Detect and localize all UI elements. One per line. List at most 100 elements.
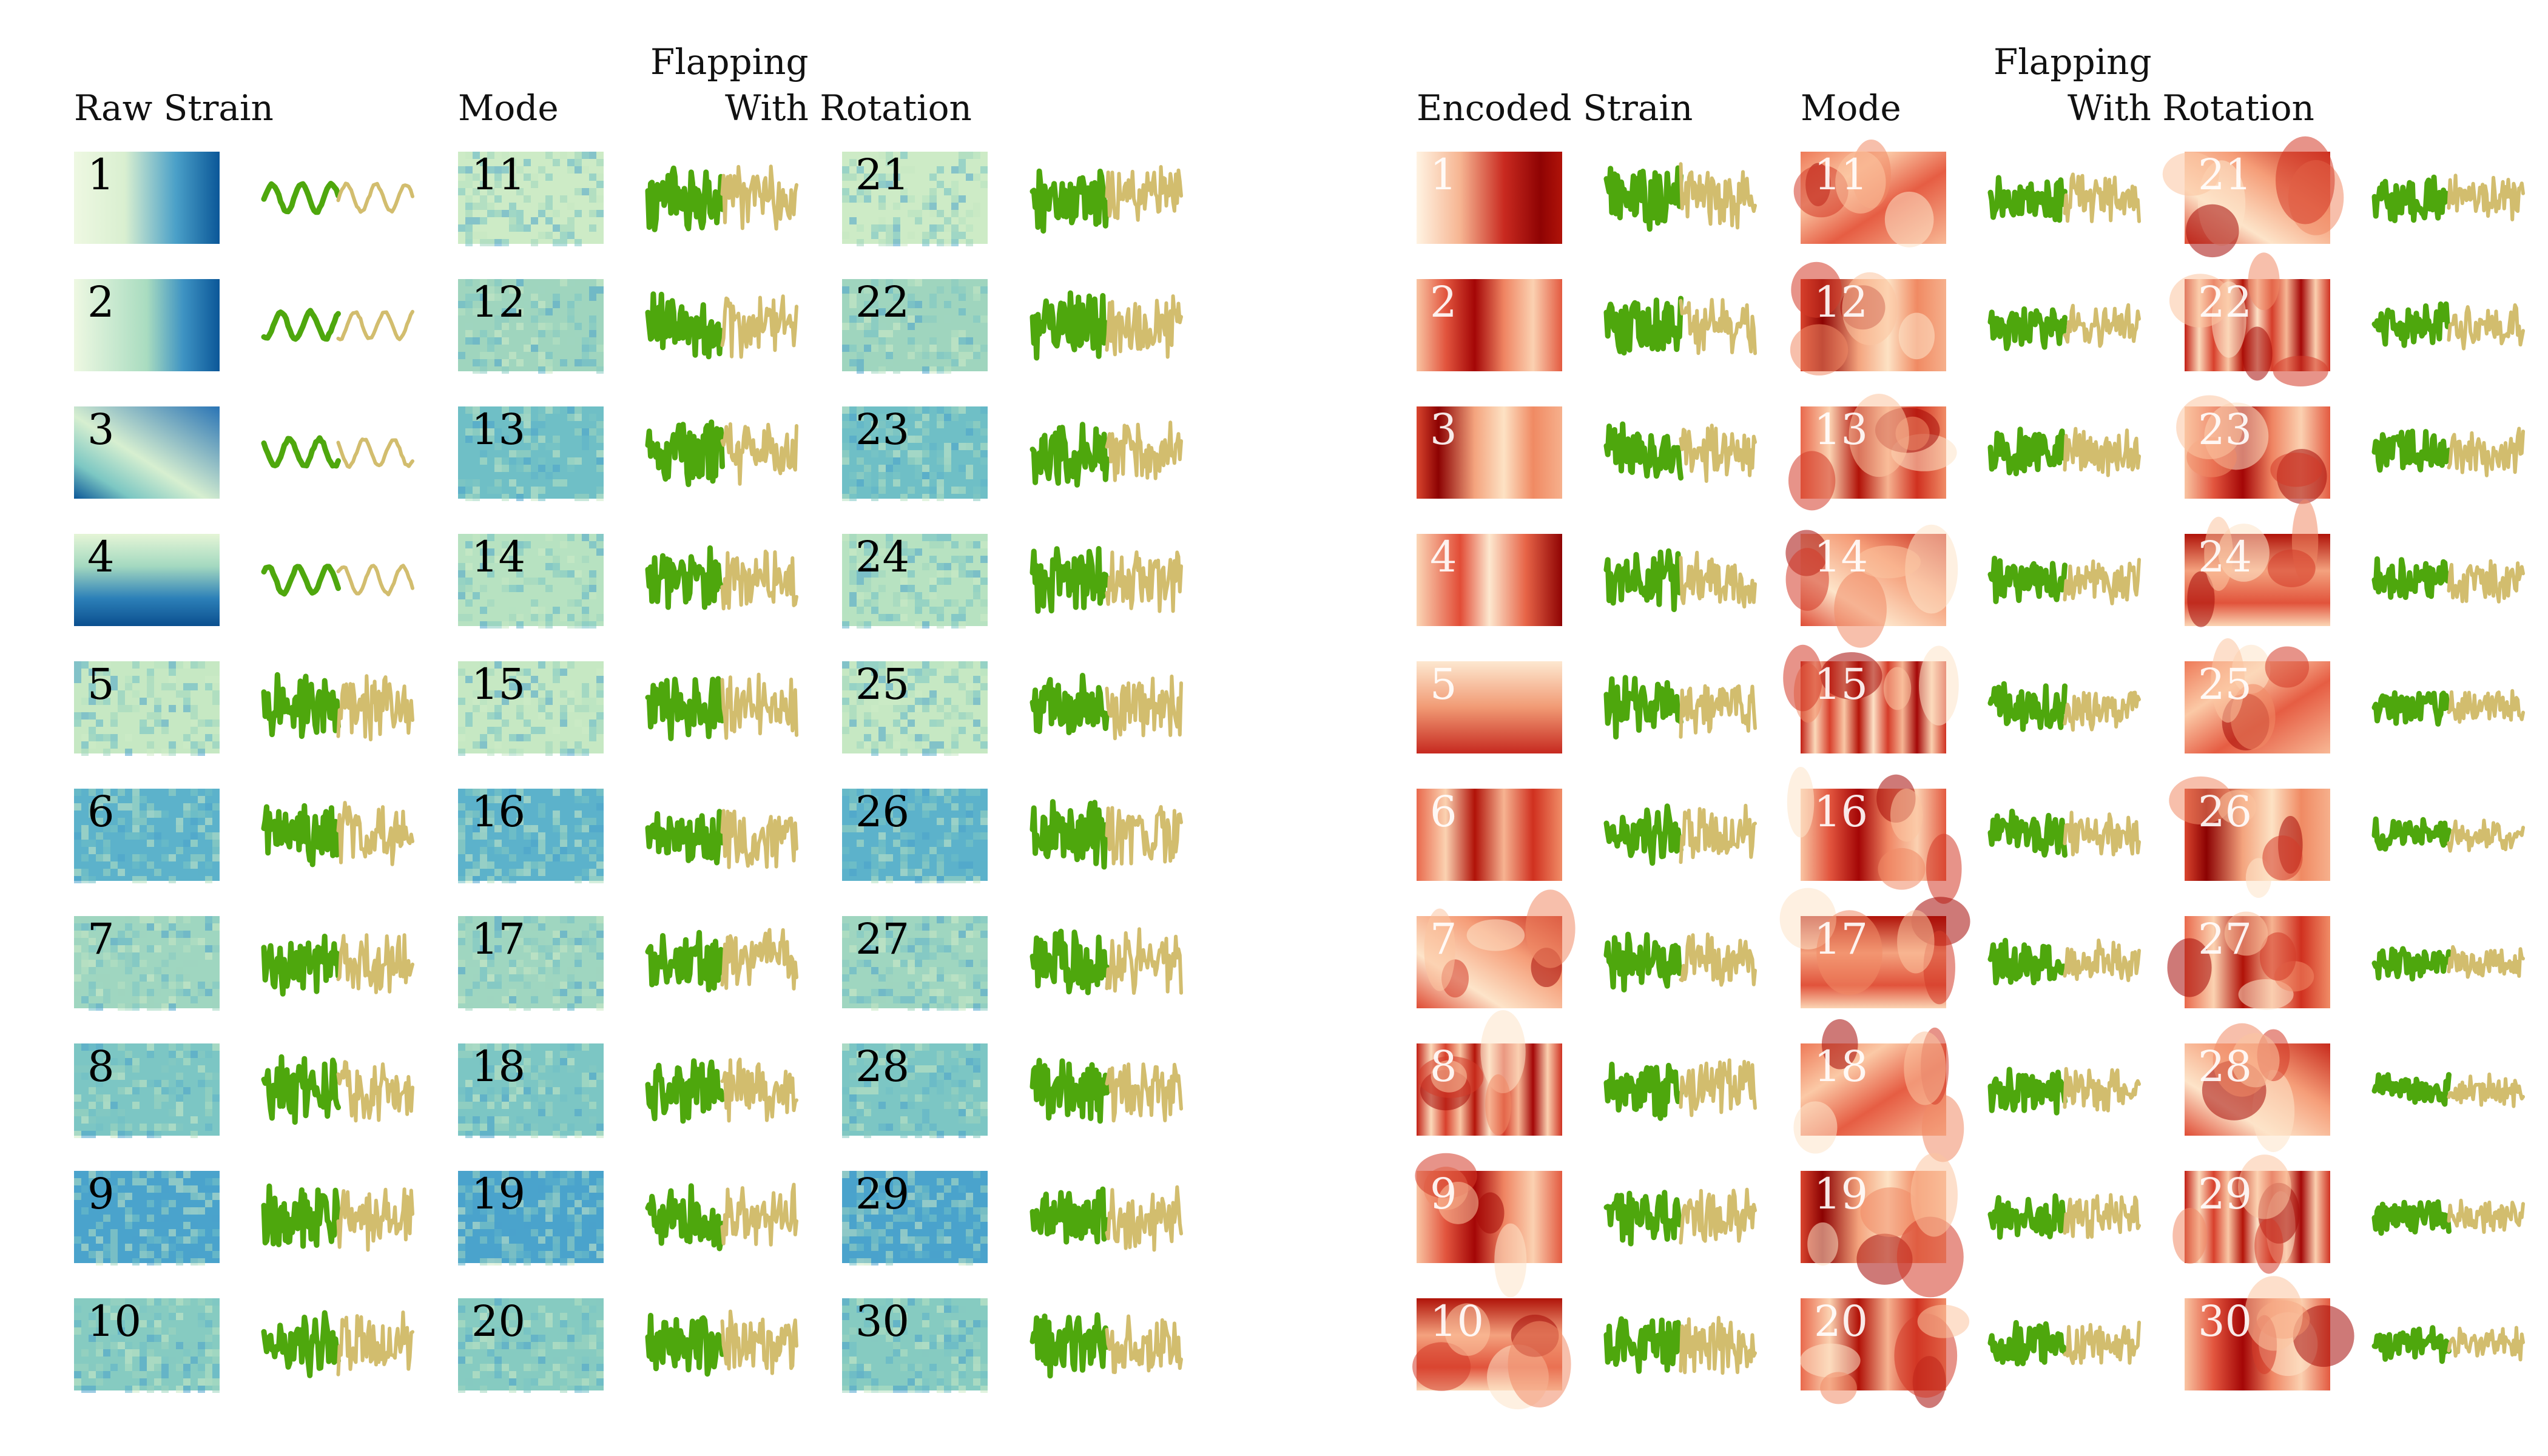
mode-number: 22 <box>855 277 909 327</box>
mode-time-trace <box>1987 1320 2141 1367</box>
mode-number: 26 <box>2198 787 2252 837</box>
mode-time-trace <box>2371 816 2525 853</box>
mode-number: 3 <box>1430 405 1457 454</box>
mode-tile: 19 <box>458 1169 604 1266</box>
mode-tile: 23 <box>842 405 988 501</box>
mode-number: 2 <box>1430 277 1457 327</box>
mode-number: 7 <box>87 914 115 964</box>
mode-number: 21 <box>2198 150 2252 200</box>
mode-time-trace <box>645 928 798 993</box>
right-encoded-strain-title: Encoded Strain <box>1417 87 1693 129</box>
mode-number: 19 <box>471 1169 525 1219</box>
mode-time-trace <box>261 564 414 597</box>
mode-field <box>74 534 220 626</box>
mode-number: 20 <box>471 1296 525 1346</box>
mode-field <box>1417 406 1562 499</box>
mode-number: 8 <box>1430 1042 1457 1091</box>
mode-number: 13 <box>1814 405 1868 454</box>
mode-number: 1 <box>1430 150 1457 200</box>
mode-tile: 12 <box>1790 261 1946 376</box>
mode-time-trace <box>1987 172 2141 223</box>
mode-time-trace <box>1030 799 1183 870</box>
mode-tile: 15 <box>1783 644 1959 753</box>
mode-tile: 21 <box>2162 136 2344 258</box>
mode-tile: 28 <box>2185 1023 2330 1153</box>
mode-field <box>1417 279 1562 371</box>
left-rotation-title: With Rotation <box>725 87 972 129</box>
mode-tile: 15 <box>458 659 604 756</box>
mode-time-trace <box>261 801 414 868</box>
mode-tile: 11 <box>1793 139 1946 248</box>
mode-number: 12 <box>471 277 525 327</box>
mode-tile: 16 <box>1787 767 1962 904</box>
mode-time-trace <box>1987 681 2141 732</box>
mode-field <box>74 279 220 371</box>
mode-tile: 5 <box>74 659 220 756</box>
mode-number: 6 <box>87 787 115 837</box>
mode-number: 8 <box>87 1042 115 1091</box>
mode-time-trace <box>2371 689 2525 727</box>
mode-time-trace <box>2371 556 2525 604</box>
mode-number: 15 <box>471 659 525 709</box>
mode-tile: 24 <box>2185 499 2330 627</box>
mode-number: 3 <box>87 405 115 454</box>
mode-time-trace <box>2371 174 2525 223</box>
mode-number: 14 <box>471 532 525 582</box>
mode-number: 18 <box>1814 1042 1868 1091</box>
mode-tile: 2 <box>1417 277 1562 371</box>
mode-time-trace <box>1603 1187 1757 1247</box>
mode-time-trace <box>261 672 414 741</box>
mode-tile: 19 <box>1801 1153 1964 1298</box>
left-mode-title: Mode <box>458 87 559 129</box>
mode-tile: 13 <box>458 405 604 501</box>
mode-time-trace <box>645 1057 798 1124</box>
mode-number: 24 <box>855 532 909 582</box>
mode-time-trace <box>2371 945 2525 982</box>
mode-field <box>1417 789 1562 881</box>
mode-tile: 29 <box>2172 1154 2330 1274</box>
mode-time-trace <box>645 672 798 741</box>
mode-time-trace <box>1030 1057 1183 1124</box>
mode-tile: 17 <box>458 914 604 1011</box>
mode-tile: 30 <box>842 1296 988 1393</box>
mode-tile: 29 <box>842 1169 988 1266</box>
mode-number: 1 <box>87 150 115 200</box>
left-flapping-title: Flapping <box>650 41 809 83</box>
mode-tile: 7 <box>1417 889 1576 1008</box>
mode-field <box>74 152 220 244</box>
mode-time-trace <box>1030 420 1183 488</box>
mode-number: 13 <box>471 405 525 454</box>
mode-time-trace <box>1987 1193 2141 1240</box>
mode-number: 19 <box>1814 1169 1868 1219</box>
mode-time-trace <box>1987 937 2141 986</box>
mode-time-trace <box>261 933 414 997</box>
left-raw-strain-title: Raw Strain <box>74 87 274 129</box>
mode-tile: 3 <box>1417 405 1562 499</box>
mode-time-trace <box>645 419 798 487</box>
mode-number: 5 <box>87 659 115 709</box>
mode-number: 25 <box>855 659 909 709</box>
mode-number: 29 <box>855 1169 909 1219</box>
mode-tile: 8 <box>74 1042 220 1138</box>
mode-number: 16 <box>1814 787 1868 837</box>
right-headers: Flapping Encoded Strain Mode With Rotati… <box>1417 41 2314 129</box>
mode-time-trace <box>1030 290 1183 361</box>
mode-number: 23 <box>855 405 909 454</box>
mode-number: 7 <box>1430 914 1457 964</box>
mode-tile: 1 <box>74 150 220 244</box>
left-mode-grid: 1234567891011121314151617181920212223242… <box>74 150 1183 1393</box>
mode-time-trace <box>645 1182 798 1252</box>
mode-number: 22 <box>2198 277 2252 327</box>
mode-tile: 18 <box>458 1042 604 1138</box>
mode-tile: 27 <box>842 914 988 1011</box>
mode-number: 27 <box>2198 914 2252 964</box>
mode-time-trace <box>1987 303 2141 351</box>
mode-tile: 16 <box>458 787 604 883</box>
mode-tile: 3 <box>74 405 220 499</box>
mode-number: 4 <box>1430 532 1457 582</box>
mode-tile: 30 <box>2185 1276 2354 1390</box>
mode-tile: 25 <box>842 659 988 756</box>
mode-number: 12 <box>1814 277 1868 327</box>
mode-tile: 22 <box>842 277 988 374</box>
